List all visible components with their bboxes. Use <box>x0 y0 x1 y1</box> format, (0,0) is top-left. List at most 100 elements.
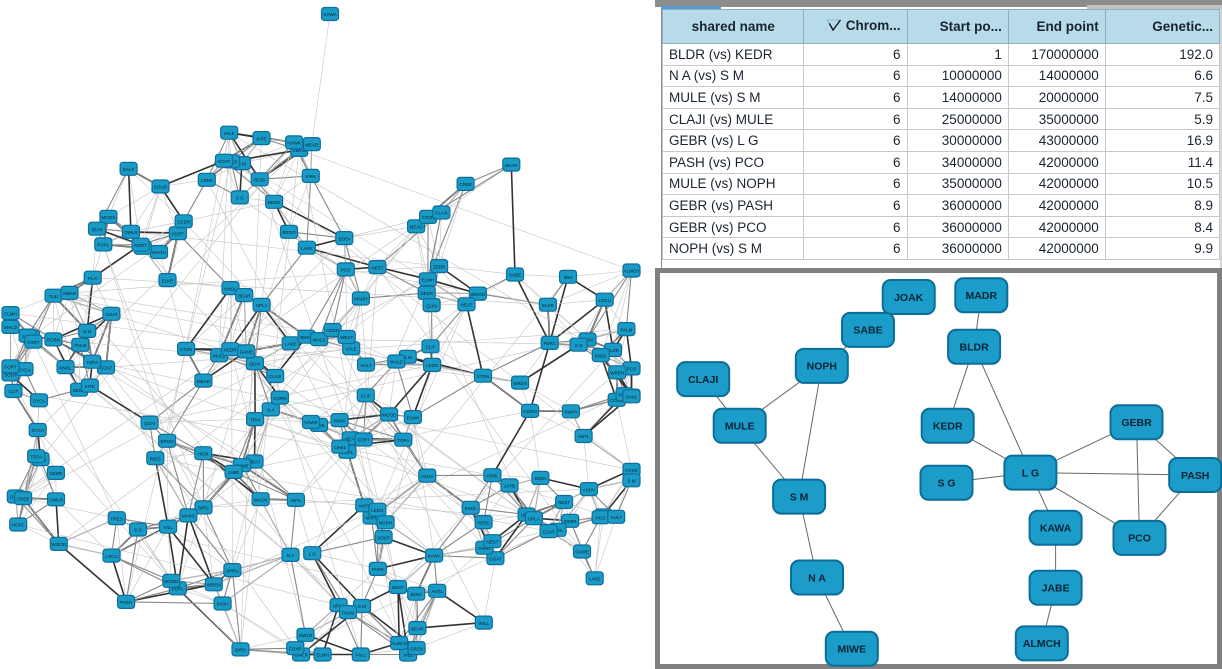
svg-text:CREE: CREE <box>201 178 214 183</box>
svg-text:FORT: FORT <box>27 340 39 345</box>
svg-text:QUAI: QUAI <box>91 227 102 232</box>
svg-text:SABE: SABE <box>509 273 521 278</box>
svg-text:VALE: VALE <box>224 131 235 136</box>
svg-text:SWAN: SWAN <box>564 410 577 415</box>
svg-text:PASH: PASH <box>120 600 132 605</box>
svg-text:KITE: KITE <box>256 136 266 141</box>
svg-text:PCO: PCO <box>596 516 606 521</box>
svg-text:BROO: BROO <box>160 439 174 444</box>
svg-text:NEST: NEST <box>486 539 498 544</box>
svg-text:SWAN: SWAN <box>63 291 76 296</box>
svg-text:GOAT: GOAT <box>105 312 118 317</box>
svg-text:VULT: VULT <box>611 515 622 520</box>
svg-text:FOXR: FOXR <box>289 646 302 651</box>
svg-text:PCO: PCO <box>341 268 351 273</box>
svg-text:S G: S G <box>937 478 955 490</box>
svg-text:CLAJI: CLAJI <box>435 211 447 216</box>
svg-text:WALD: WALD <box>313 337 327 342</box>
svg-text:KAWA: KAWA <box>324 12 337 17</box>
svg-text:KAWA: KAWA <box>1040 523 1072 535</box>
svg-text:SPRU: SPRU <box>226 568 239 573</box>
svg-text:ALMCH: ALMCH <box>391 641 407 646</box>
svg-text:S G: S G <box>134 528 142 533</box>
svg-text:HAWK: HAWK <box>287 141 300 146</box>
svg-text:OAKL: OAKL <box>334 445 347 450</box>
svg-text:WOOD: WOOD <box>471 292 486 297</box>
svg-text:GOAT: GOAT <box>489 556 502 561</box>
svg-text:WOOD: WOOD <box>164 579 179 584</box>
svg-text:BODI: BODI <box>535 476 546 481</box>
svg-text:STON: STON <box>180 347 192 352</box>
svg-text:NORT: NORT <box>134 243 147 248</box>
svg-text:BEAR: BEAR <box>505 163 518 168</box>
svg-text:LOCU: LOCU <box>598 298 611 303</box>
svg-text:ELMH: ELMH <box>316 653 329 658</box>
svg-text:HAWK: HAWK <box>304 420 317 425</box>
svg-text:KNOL: KNOL <box>465 506 478 511</box>
svg-text:MOOS: MOOS <box>102 215 116 220</box>
svg-text:NEST: NEST <box>371 265 383 270</box>
svg-text:NOPH: NOPH <box>379 521 392 526</box>
svg-text:BIRC: BIRC <box>235 648 247 653</box>
svg-text:TOPA: TOPA <box>30 454 42 459</box>
svg-text:BLDR: BLDR <box>960 342 990 354</box>
svg-text:GROV: GROV <box>410 646 423 651</box>
svg-text:FOXR: FOXR <box>625 468 638 473</box>
svg-text:JOAK: JOAK <box>894 292 924 304</box>
svg-text:RIDG: RIDG <box>150 456 162 461</box>
svg-text:S M: S M <box>790 491 809 503</box>
svg-text:TRAI: TRAI <box>250 417 260 422</box>
svg-text:SABE: SABE <box>853 325 882 337</box>
svg-text:PARK: PARK <box>334 418 346 423</box>
svg-text:MADR: MADR <box>354 297 368 302</box>
svg-text:WALD: WALD <box>390 360 404 365</box>
svg-text:WEST: WEST <box>340 335 353 340</box>
svg-text:LAKE: LAKE <box>285 342 297 347</box>
svg-text:BODI: BODI <box>254 178 265 183</box>
svg-text:HICK: HICK <box>198 451 209 456</box>
svg-text:CLIF: CLIF <box>426 345 436 350</box>
svg-text:MEAD: MEAD <box>305 142 319 147</box>
svg-text:WREN: WREN <box>513 381 527 386</box>
svg-text:LOCU: LOCU <box>105 554 118 559</box>
svg-text:DALE: DALE <box>123 167 135 172</box>
svg-text:OWLR: OWLR <box>49 498 63 503</box>
svg-text:CORN: CORN <box>273 396 286 401</box>
svg-text:BODI: BODI <box>339 236 350 241</box>
svg-text:MIWE: MIWE <box>838 644 867 656</box>
svg-text:WOOD: WOOD <box>382 413 397 418</box>
svg-text:WREN: WREN <box>610 371 624 376</box>
svg-text:KITE: KITE <box>85 384 95 389</box>
svg-text:PERC: PERC <box>477 520 490 525</box>
svg-text:HEAT: HEAT <box>461 303 473 308</box>
svg-text:ELKR: ELKR <box>542 303 555 308</box>
svg-text:PALM: PALM <box>74 343 86 348</box>
svg-text:FORT: FORT <box>172 231 184 236</box>
svg-text:FALL: FALL <box>356 653 367 658</box>
svg-text:POPL: POPL <box>97 243 110 248</box>
svg-text:CREE: CREE <box>459 182 472 187</box>
svg-text:OAKL: OAKL <box>625 395 638 400</box>
svg-text:CLAJI: CLAJI <box>688 374 718 386</box>
svg-text:PCO: PCO <box>627 367 637 372</box>
svg-text:QUAI: QUAI <box>144 421 155 426</box>
svg-text:WOOD: WOOD <box>52 542 67 547</box>
svg-text:BEAR: BEAR <box>411 626 424 631</box>
svg-text:GEBR: GEBR <box>50 471 64 476</box>
svg-text:CEDR: CEDR <box>177 220 191 225</box>
svg-text:TOPA: TOPA <box>86 360 98 365</box>
svg-text:MEAD: MEAD <box>197 379 211 384</box>
svg-text:ELKR: ELKR <box>543 529 556 534</box>
svg-text:LEDG: LEDG <box>426 363 439 368</box>
svg-text:ASHV: ASHV <box>583 487 595 492</box>
svg-text:VALE: VALE <box>346 347 357 352</box>
svg-text:CLIF: CLIF <box>9 389 19 394</box>
svg-text:S M: S M <box>627 479 635 484</box>
svg-text:UPLA: UPLA <box>256 303 268 308</box>
svg-text:MAGN: MAGN <box>152 250 166 255</box>
svg-text:LEDG: LEDG <box>371 508 384 513</box>
svg-text:S M: S M <box>83 329 91 334</box>
svg-text:PERC: PERC <box>543 341 556 346</box>
svg-text:QUAI: QUAI <box>249 362 260 367</box>
svg-text:JAYB: JAYB <box>504 484 515 489</box>
